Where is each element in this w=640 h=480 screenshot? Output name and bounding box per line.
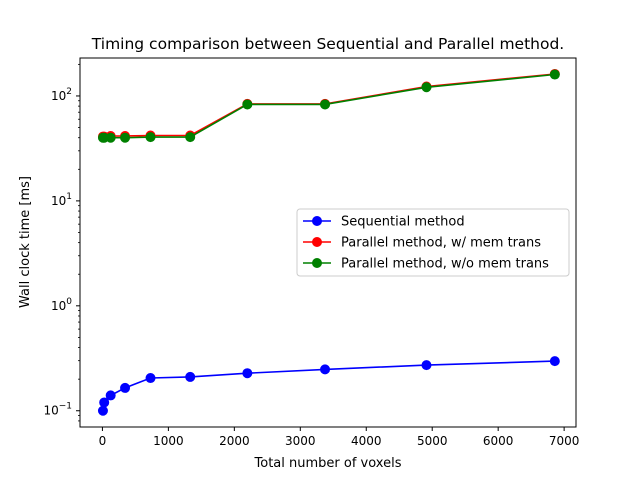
legend-marker <box>312 237 322 247</box>
y-axis-label: Wall clock time [ms] <box>18 176 33 308</box>
y-tick-label: 102 <box>51 87 72 103</box>
x-axis: 0 1000 2000 3000 4000 5000 6000 7000 <box>99 427 580 448</box>
y-tick-label: 101 <box>51 192 72 208</box>
legend-label: Parallel method, w/ mem trans <box>341 236 541 251</box>
data-point <box>145 373 156 384</box>
y-tick-label: 100 <box>51 297 72 313</box>
chart-title: Timing comparison between Sequential and… <box>91 35 564 53</box>
y-tick-label-exponent: 1 <box>66 192 72 202</box>
y-tick-label-base: 10 <box>51 89 66 103</box>
data-point <box>97 405 108 416</box>
x-tick-label: 5000 <box>417 434 448 448</box>
data-point <box>105 390 116 401</box>
x-tick-label: 0 <box>99 434 107 448</box>
legend: Sequential method Parallel method, w/ mem… <box>296 208 570 277</box>
data-point <box>120 382 131 393</box>
x-tick-label: 3000 <box>285 434 316 448</box>
legend-marker <box>312 258 322 268</box>
data-point <box>421 360 432 371</box>
legend-label: Sequential method <box>341 215 465 230</box>
data-point <box>99 397 110 408</box>
data-point <box>421 82 432 93</box>
data-point <box>242 99 253 110</box>
data-point <box>320 364 331 375</box>
data-point <box>549 356 560 367</box>
x-tick-label: 2000 <box>219 434 250 448</box>
x-tick-label: 7000 <box>549 434 580 448</box>
y-tick-label-exponent: −1 <box>59 402 72 412</box>
x-tick-label: 4000 <box>351 434 382 448</box>
data-point <box>145 132 156 143</box>
y-tick-label-base: 10 <box>43 404 58 418</box>
x-tick-label: 6000 <box>483 434 514 448</box>
data-point <box>549 69 560 80</box>
data-point <box>120 132 131 143</box>
x-tick-label: 1000 <box>153 434 184 448</box>
x-axis-label: Total number of voxels <box>254 456 402 471</box>
series-layer <box>97 68 560 416</box>
y-tick-label-exponent: 2 <box>66 87 72 97</box>
legend-label: Parallel method, w/o mem trans <box>341 257 549 272</box>
data-point <box>105 132 116 143</box>
y-tick-label-exponent: 0 <box>66 297 72 307</box>
y-tick-label: 10−1 <box>43 402 72 418</box>
data-point <box>320 99 331 110</box>
data-point <box>242 368 253 379</box>
legend-marker <box>312 216 322 226</box>
data-point <box>185 371 196 382</box>
legend-frame <box>296 208 570 277</box>
y-tick-label-base: 10 <box>51 194 66 208</box>
y-tick-label-base: 10 <box>51 299 66 313</box>
data-point <box>185 132 196 143</box>
